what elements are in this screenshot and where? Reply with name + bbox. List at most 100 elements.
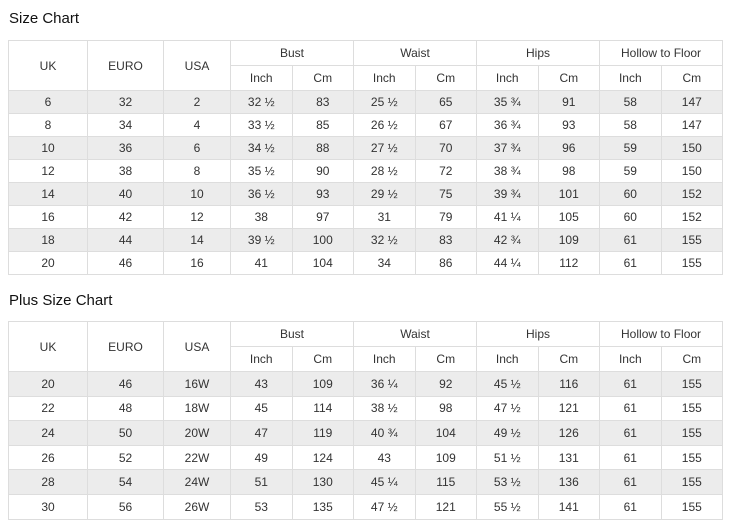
table-cell: 10: [8, 136, 88, 160]
col-subheader-waist-cm: Cm: [414, 65, 478, 91]
table-cell: 109: [291, 371, 355, 397]
table-cell: 93: [291, 182, 355, 206]
table-cell: 49 ½: [476, 420, 539, 446]
table-cell: 121: [537, 395, 601, 422]
table-row: 10 36 6 34 ½ 88 27 ½ 70 37 ¾ 96 59 150: [8, 136, 724, 160]
table-cell: 135: [291, 493, 355, 520]
table-cell: 16: [8, 205, 88, 229]
col-subheader-hips-cm: Cm: [537, 346, 601, 372]
table-cell: 31: [353, 205, 416, 229]
table-cell: 45: [230, 395, 293, 422]
table-cell: 112: [537, 251, 601, 275]
table-cell: 27 ½: [353, 136, 416, 160]
table-cell: 101: [537, 182, 601, 206]
table-cell: 47: [230, 420, 293, 446]
table-cell: 67: [414, 113, 478, 137]
table-cell: 34: [87, 113, 164, 137]
table-cell: 12: [8, 159, 88, 183]
table-cell: 105: [537, 205, 601, 229]
table-cell: 40 ¾: [353, 420, 416, 446]
table-cell: 20: [8, 251, 88, 275]
table-cell: 124: [291, 444, 355, 471]
table-row: 18 44 14 39 ½ 100 32 ½ 83 42 ¾ 109 61 155: [8, 228, 724, 252]
table-cell: 38: [230, 205, 293, 229]
plus-size-chart-table: UK EURO USA Bust Waist Hips Hollow to Fl…: [8, 321, 724, 520]
table-cell: 39 ½: [230, 228, 293, 252]
table-cell: 130: [291, 469, 355, 495]
size-chart-body: 6 32 2 32 ½ 83 25 ½ 65 35 ¾ 91 58 147 8 34 4 33 ½ 85 26 …: [8, 90, 724, 275]
table-cell: 49: [230, 444, 293, 471]
table-row: 28 54 24W 51 130 45 ¼ 115 53 ½ 136 61 155: [8, 469, 724, 495]
table-cell: 93: [537, 113, 601, 137]
table-cell: 61: [599, 493, 662, 520]
header-group-row: UK EURO USA Bust Waist Hips Hollow to Fl…: [8, 321, 724, 372]
table-cell: 36 ¼: [353, 371, 416, 397]
table-row: 30 56 26W 53 135 47 ½ 121 55 ½ 141 61 155: [8, 493, 724, 520]
col-header-euro: EURO: [87, 321, 164, 372]
table-cell: 121: [414, 493, 478, 520]
table-cell: 26 ½: [353, 113, 416, 137]
table-cell: 98: [414, 395, 478, 422]
col-subheader-hollow-inch: Inch: [599, 346, 662, 372]
table-cell: 16W: [163, 371, 231, 397]
table-cell: 32: [87, 90, 164, 114]
table-cell: 4: [163, 113, 231, 137]
table-cell: 36: [87, 136, 164, 160]
table-cell: 41: [230, 251, 293, 275]
table-cell: 10: [163, 182, 231, 206]
table-cell: 155: [660, 420, 724, 446]
table-cell: 109: [414, 444, 478, 471]
table-cell: 59: [599, 159, 662, 183]
col-subheader-bust-cm: Cm: [291, 346, 355, 372]
table-cell: 55 ½: [476, 493, 539, 520]
table-cell: 38: [87, 159, 164, 183]
table-cell: 88: [291, 136, 355, 160]
table-cell: 41 ¼: [476, 205, 539, 229]
table-cell: 38 ½: [353, 395, 416, 422]
table-cell: 53: [230, 493, 293, 520]
plus-size-chart-body: 20 46 16W 43 109 36 ¼ 92 45 ½ 116 61 155 22 48 18W 45 1…: [8, 371, 724, 520]
table-cell: 22W: [163, 444, 231, 471]
table-cell: 141: [537, 493, 601, 520]
table-cell: 29 ½: [353, 182, 416, 206]
table-cell: 28: [8, 469, 88, 495]
col-subheader-hollow-cm: Cm: [660, 346, 724, 372]
table-cell: 32 ½: [353, 228, 416, 252]
col-subheader-waist-inch: Inch: [353, 65, 416, 91]
table-cell: 2: [163, 90, 231, 114]
col-subheader-bust-inch: Inch: [230, 346, 293, 372]
table-cell: 25 ½: [353, 90, 416, 114]
table-cell: 61: [599, 251, 662, 275]
table-cell: 38 ¾: [476, 159, 539, 183]
table-cell: 109: [537, 228, 601, 252]
col-subheader-hollow-inch: Inch: [599, 65, 662, 91]
table-cell: 136: [537, 469, 601, 495]
table-cell: 12: [163, 205, 231, 229]
table-cell: 26W: [163, 493, 231, 520]
table-cell: 34 ½: [230, 136, 293, 160]
table-cell: 33 ½: [230, 113, 293, 137]
table-cell: 100: [291, 228, 355, 252]
size-chart-table: UK EURO USA Bust Waist Hips Hollow to Fl…: [8, 40, 724, 275]
table-cell: 59: [599, 136, 662, 160]
plus-size-chart-header: UK EURO USA Bust Waist Hips Hollow to Fl…: [8, 321, 724, 372]
col-header-uk: UK: [8, 321, 88, 372]
table-cell: 155: [660, 228, 724, 252]
table-cell: 61: [599, 371, 662, 397]
table-cell: 126: [537, 420, 601, 446]
table-cell: 85: [291, 113, 355, 137]
table-cell: 86: [414, 251, 478, 275]
table-cell: 104: [291, 251, 355, 275]
col-group-hips: Hips: [476, 321, 601, 347]
col-header-usa: USA: [163, 321, 231, 372]
table-cell: 42 ¾: [476, 228, 539, 252]
table-cell: 50: [87, 420, 164, 446]
table-cell: 56: [87, 493, 164, 520]
col-group-hips: Hips: [476, 40, 601, 66]
table-cell: 8: [163, 159, 231, 183]
table-cell: 147: [660, 90, 724, 114]
col-header-usa: USA: [163, 40, 231, 91]
table-cell: 35 ¾: [476, 90, 539, 114]
col-group-waist: Waist: [353, 40, 478, 66]
